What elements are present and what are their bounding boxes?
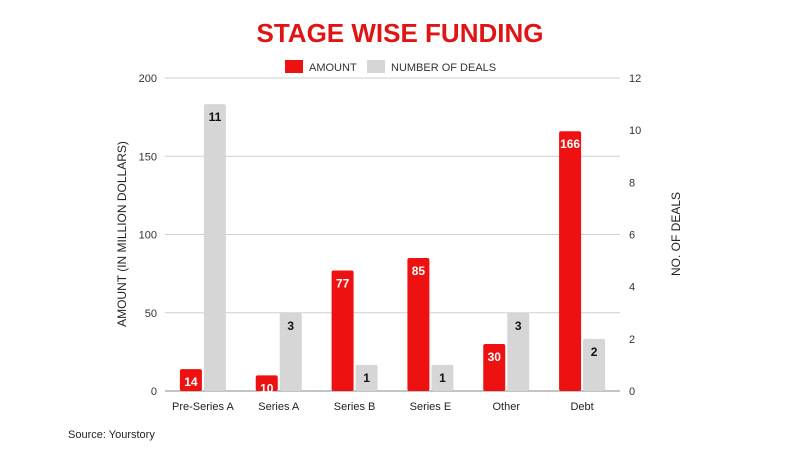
x-tick-label: Pre-Series A	[172, 401, 234, 413]
data-label-amount: 166	[560, 137, 580, 151]
gridlines	[165, 77, 620, 392]
bar-amount	[483, 344, 506, 391]
y-tick-right: 8	[629, 177, 635, 189]
legend: AMOUNT NUMBER OF DEALS	[285, 60, 496, 74]
x-axis-ticks: Pre-Series A Series A Series B Series E Othe…	[172, 401, 594, 413]
y-axis-right-label: NO. OF DEALS	[669, 192, 683, 276]
x-tick-label: Series E	[410, 401, 452, 413]
data-label-deals: 1	[439, 371, 446, 385]
data-label-deals: 3	[515, 319, 522, 333]
y-axis-left-label: AMOUNT (IN MILLION DOLLARS)	[115, 141, 129, 327]
y-tick-right: 6	[629, 230, 635, 242]
y-tick-right: 4	[629, 282, 635, 294]
legend-label-amount: AMOUNT	[309, 62, 357, 74]
y-tick-left: 200	[139, 73, 157, 85]
bar-deals	[279, 312, 302, 391]
data-label-amount: 10	[260, 381, 274, 395]
bar-deals	[431, 364, 454, 391]
y-axis-right-ticks: 0 2 4 6 8 10 12	[629, 73, 641, 398]
bar-amount	[255, 375, 278, 391]
x-tick-label: Series B	[334, 401, 376, 413]
y-tick-right: 2	[629, 334, 635, 346]
x-tick-label: Series A	[258, 401, 300, 413]
bar-amount	[179, 369, 202, 391]
legend-swatch-deals	[367, 60, 385, 73]
x-tick-label: Other	[492, 401, 520, 413]
bar-deals	[203, 104, 226, 391]
bars: 14 11 10 3 77 1 85 1 30 3 166 2	[179, 104, 606, 395]
bar-deals	[583, 338, 606, 391]
source-note: Source: Yourstory	[68, 429, 155, 441]
x-tick-label: Debt	[570, 401, 593, 413]
data-label-deals: 2	[591, 345, 598, 359]
bar-deals	[507, 312, 530, 391]
data-label-deals: 3	[287, 319, 294, 333]
legend-label-deals: NUMBER OF DEALS	[391, 62, 496, 74]
y-tick-right: 0	[629, 386, 635, 398]
bar-deals	[355, 364, 378, 391]
y-tick-right: 10	[629, 125, 641, 137]
y-axis-left-ticks: 0 50 100 150 200	[139, 73, 157, 398]
data-label-amount: 14	[184, 375, 198, 389]
data-label-deals: 11	[209, 110, 222, 124]
y-tick-right: 12	[629, 73, 641, 85]
bar-amount	[407, 257, 430, 391]
bar-amount	[331, 270, 354, 391]
chart-title: STAGE WISE FUNDING	[257, 18, 544, 48]
data-label-amount: 30	[488, 350, 502, 364]
legend-swatch-amount	[285, 60, 303, 73]
y-tick-left: 50	[145, 308, 157, 320]
y-tick-left: 100	[139, 230, 157, 242]
bar-amount	[559, 131, 582, 391]
data-label-deals: 1	[363, 371, 370, 385]
data-label-amount: 77	[336, 276, 350, 290]
y-tick-left: 0	[151, 386, 157, 398]
data-label-amount: 85	[412, 264, 426, 278]
y-tick-left: 150	[139, 151, 157, 163]
